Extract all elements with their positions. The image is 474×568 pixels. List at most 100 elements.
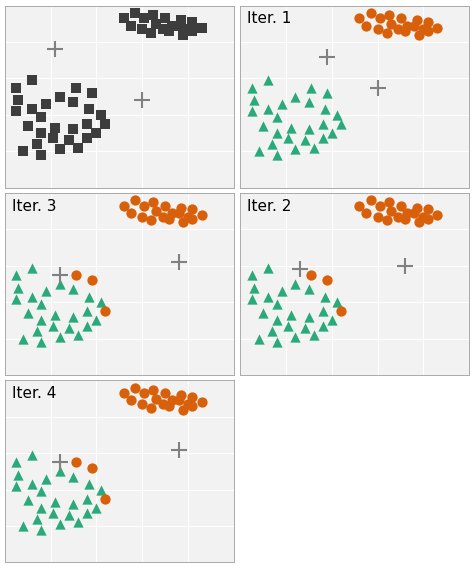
Point	[97, 298, 105, 307]
Point	[177, 16, 185, 25]
Point	[328, 316, 336, 325]
Point	[180, 218, 187, 227]
Point	[92, 316, 100, 325]
Point	[189, 214, 196, 223]
Point	[401, 27, 409, 36]
Point	[260, 308, 267, 318]
Point	[305, 312, 313, 321]
Point	[97, 110, 105, 119]
Point	[166, 214, 173, 223]
Point	[37, 151, 45, 160]
Point	[424, 27, 432, 36]
Point	[24, 121, 31, 130]
Point	[37, 487, 45, 496]
Point	[70, 500, 77, 509]
Point	[12, 294, 20, 303]
Point	[74, 143, 82, 152]
Point	[12, 83, 20, 92]
Point	[37, 112, 45, 121]
Point	[42, 99, 50, 108]
Point	[86, 292, 93, 301]
Point	[19, 334, 27, 343]
Point	[51, 498, 59, 507]
Point	[140, 389, 148, 398]
Point	[161, 201, 169, 210]
Point	[131, 383, 139, 392]
Point	[147, 216, 155, 225]
Point	[424, 214, 432, 223]
Point	[248, 270, 255, 279]
Point	[248, 107, 255, 116]
Point	[37, 525, 45, 534]
Point	[138, 25, 146, 34]
Point	[264, 76, 272, 85]
Point	[301, 136, 308, 145]
Point	[184, 399, 191, 408]
Text: Iter. 2: Iter. 2	[247, 198, 292, 214]
Point	[363, 21, 370, 30]
Point	[319, 134, 327, 143]
Point	[177, 390, 185, 399]
Point	[287, 310, 294, 319]
Point	[127, 396, 135, 405]
Text: Iter. 1: Iter. 1	[247, 11, 292, 26]
Point	[24, 308, 31, 318]
Point	[273, 299, 281, 308]
Point	[120, 201, 128, 210]
Point	[413, 203, 420, 212]
Point	[292, 145, 299, 154]
Point	[328, 128, 336, 137]
Point	[168, 21, 175, 30]
Point	[383, 216, 391, 225]
Point	[255, 147, 263, 156]
Point	[83, 321, 91, 331]
Point	[138, 399, 146, 408]
Point	[248, 83, 255, 92]
Point	[70, 472, 77, 481]
Point	[404, 21, 411, 30]
Point	[70, 125, 77, 134]
Point	[161, 389, 169, 398]
Point	[92, 128, 100, 137]
Point	[424, 205, 432, 214]
Point	[394, 25, 402, 34]
Point	[159, 399, 166, 408]
Point	[410, 21, 418, 30]
Point	[269, 139, 276, 148]
Point	[397, 201, 404, 210]
Point	[88, 89, 95, 98]
Point	[305, 98, 313, 107]
Point	[333, 110, 340, 119]
Point	[140, 14, 148, 23]
Point	[180, 405, 187, 414]
Point	[101, 494, 109, 503]
Point	[42, 287, 50, 296]
Point	[72, 83, 80, 92]
Point	[88, 463, 95, 472]
Point	[15, 470, 22, 479]
Point	[356, 201, 363, 210]
Point	[150, 10, 157, 19]
Point	[166, 27, 173, 36]
Point	[97, 485, 105, 494]
Point	[264, 105, 272, 114]
Point	[404, 208, 411, 218]
Point	[433, 23, 441, 32]
Point	[56, 145, 64, 154]
Point	[255, 334, 263, 343]
Point	[37, 337, 45, 346]
Point	[273, 128, 281, 137]
Point	[175, 396, 182, 405]
Point	[273, 151, 281, 160]
Point	[51, 310, 59, 319]
Point	[333, 298, 340, 307]
Point	[388, 19, 395, 28]
Point	[324, 89, 331, 98]
Point	[376, 14, 384, 23]
Point	[415, 218, 423, 227]
Point	[250, 96, 258, 105]
Point	[28, 292, 36, 301]
Point	[367, 9, 374, 18]
Point	[321, 105, 329, 114]
Point	[374, 25, 382, 34]
